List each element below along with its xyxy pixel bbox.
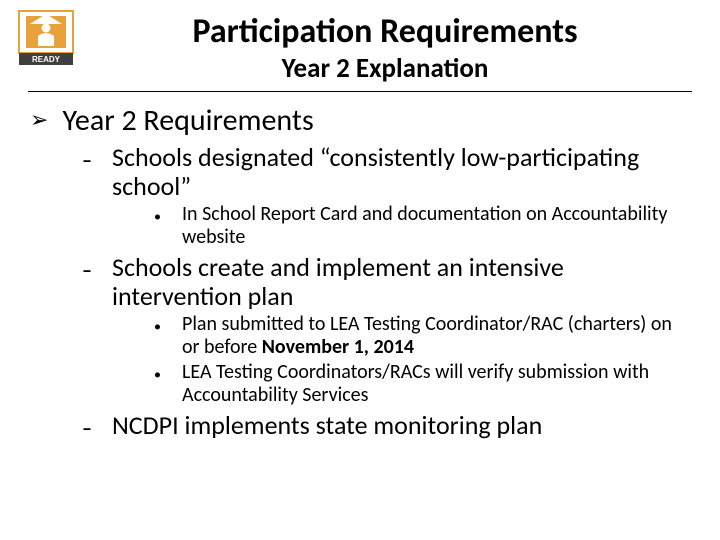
slide-subtitle: Year 2 Explanation	[88, 52, 682, 85]
slide-title: Participation Requirements	[88, 14, 682, 50]
list-item: – NCDPI implements state monitoring plan	[82, 411, 692, 441]
dot-bullet-icon: •	[154, 318, 162, 335]
dash-bullet-icon: –	[82, 417, 94, 441]
arrow-bullet-icon: ➢	[30, 106, 48, 133]
header-rule	[28, 91, 692, 92]
list-item: • LEA Testing Coordinators/RACs will ver…	[154, 361, 692, 407]
l2-text: Schools designated “consistently low-par…	[112, 143, 692, 201]
l2-text: Schools create and implement an intensiv…	[112, 253, 692, 311]
ready-logo: READY	[18, 10, 74, 66]
dash-bullet-icon: –	[82, 149, 94, 173]
list-item: – Schools designated “consistently low-p…	[82, 143, 692, 201]
dash-bullet-icon: –	[82, 259, 94, 283]
content-body: ➢ Year 2 Requirements – Schools designat…	[28, 102, 692, 441]
list-item: ➢ Year 2 Requirements	[30, 102, 692, 139]
l3-text: LEA Testing Coordinators/RACs will verif…	[182, 361, 692, 407]
l3-text-prefix: Plan submitted to LEA Testing Coordinato…	[182, 312, 672, 359]
list-item: • In School Report Card and documentatio…	[154, 203, 692, 249]
l3-text: In School Report Card and documentation …	[182, 203, 692, 249]
title-block: Participation Requirements Year 2 Explan…	[88, 14, 682, 85]
list-item: • Plan submitted to LEA Testing Coordina…	[154, 313, 692, 359]
l1-text: Year 2 Requirements	[62, 102, 313, 139]
l3-text: Plan submitted to LEA Testing Coordinato…	[182, 313, 692, 359]
dot-bullet-icon: •	[154, 208, 162, 225]
list-item: – Schools create and implement an intens…	[82, 253, 692, 311]
l2-text: NCDPI implements state monitoring plan	[112, 411, 542, 440]
logo-banner-text: READY	[32, 55, 61, 64]
dot-bullet-icon: •	[154, 366, 162, 383]
l3-text-bold: November 1, 2014	[262, 335, 414, 359]
